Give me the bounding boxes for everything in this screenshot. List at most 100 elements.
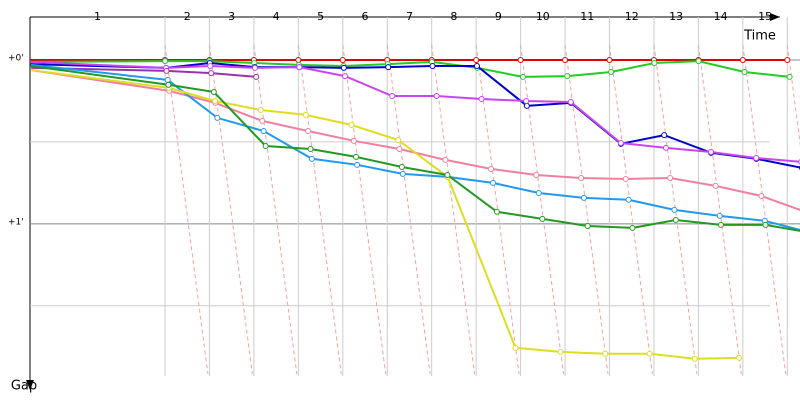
- lap-point: [608, 69, 615, 76]
- lap-point: [257, 106, 264, 113]
- lap-point: [253, 73, 260, 80]
- series-line: [31, 69, 740, 360]
- x-tick-label: 15: [758, 10, 772, 23]
- lap-point: [353, 153, 360, 160]
- x-tick-label: 6: [362, 10, 369, 23]
- lap-point: [342, 73, 349, 80]
- lap-time-line: [253, 44, 298, 375]
- lap-point: [165, 81, 172, 88]
- lap-point: [695, 58, 702, 65]
- lap-point: [208, 70, 215, 77]
- lap-point: [651, 60, 658, 67]
- series-line: [30, 61, 800, 169]
- lap-time-line: [386, 44, 431, 375]
- lap-point: [758, 192, 765, 199]
- lap-point: [493, 208, 500, 215]
- lap-point: [259, 117, 266, 124]
- lap-point: [602, 350, 609, 357]
- lap-time-line: [208, 44, 253, 375]
- lap-point: [489, 179, 496, 186]
- lap-time-line: [609, 44, 653, 375]
- lap-point: [717, 221, 724, 228]
- x-tick-label: 13: [669, 10, 683, 23]
- lap-point: [622, 176, 629, 183]
- lap-point: [580, 194, 587, 201]
- x-tick-label: 8: [450, 10, 457, 23]
- lap-point: [617, 140, 624, 147]
- lap-time-line: [742, 44, 787, 375]
- lap-point: [305, 127, 312, 134]
- lap-time-line: [564, 44, 609, 375]
- lap-point: [473, 63, 480, 70]
- lap-point: [433, 93, 440, 100]
- y-tick-label: +0': [8, 54, 24, 64]
- lap-point: [210, 88, 217, 95]
- lap-point: [539, 215, 546, 222]
- lap-point: [444, 171, 451, 178]
- lap-point: [672, 217, 679, 224]
- lap-point: [512, 344, 519, 351]
- lap-point: [661, 132, 668, 139]
- series-line: [30, 60, 790, 78]
- lap-point: [429, 63, 436, 70]
- lap-point: [578, 174, 585, 181]
- series-line: [31, 69, 800, 212]
- lap-point: [473, 57, 480, 63]
- x-tick-label: 4: [273, 10, 280, 23]
- lap-point: [307, 146, 314, 153]
- lap-point: [625, 196, 632, 203]
- lap-point: [741, 69, 748, 76]
- lap-point: [340, 64, 347, 71]
- lap-point: [716, 212, 723, 219]
- lap-time-line: [697, 44, 742, 375]
- lap-point: [262, 143, 269, 150]
- x-tick-label: 7: [406, 10, 413, 23]
- x-tick-label: 10: [536, 10, 550, 23]
- lap-point: [667, 174, 674, 181]
- lap-point: [163, 67, 170, 74]
- lap-point: [385, 64, 392, 71]
- lap-point: [523, 97, 530, 104]
- lap-point: [662, 144, 669, 151]
- lap-point: [712, 182, 719, 189]
- lap-point: [212, 97, 219, 104]
- series-line: [30, 60, 800, 163]
- lap-point: [260, 127, 267, 134]
- lap-point: [398, 164, 405, 171]
- lap-point: [646, 350, 653, 357]
- lap-point: [523, 102, 530, 109]
- series-line: [30, 63, 800, 231]
- lap-point: [442, 156, 449, 163]
- lap-point: [784, 57, 791, 63]
- x-tick-label: 1: [94, 10, 101, 23]
- lap-point: [214, 114, 221, 121]
- lap-point: [753, 155, 760, 162]
- x-tick-label: 3: [228, 10, 235, 23]
- lap-point: [488, 165, 495, 172]
- lap-point: [164, 76, 171, 83]
- lap-point: [629, 224, 636, 231]
- lap-point: [302, 111, 309, 118]
- x-tick-label: 9: [495, 10, 502, 23]
- lap-point: [478, 96, 485, 103]
- lap-point: [339, 57, 346, 63]
- lap-time-line: [475, 44, 520, 375]
- lap-time-line: [520, 44, 564, 375]
- y-axis-arrow: [26, 380, 34, 390]
- lap-point: [691, 355, 698, 362]
- lap-point: [562, 57, 569, 63]
- lap-time-line: [342, 44, 387, 375]
- lap-time-line: [431, 44, 476, 375]
- lap-point: [295, 57, 302, 63]
- lap-point: [567, 99, 574, 106]
- series-line: [30, 65, 800, 232]
- lap-point: [517, 57, 524, 63]
- lap-point: [736, 354, 743, 361]
- y-tick-label: +1': [8, 217, 24, 227]
- lap-time-line: [164, 44, 209, 375]
- lap-point: [739, 57, 746, 63]
- lap-time-line: [653, 44, 698, 375]
- lap-point: [707, 149, 714, 156]
- lap-point: [786, 73, 793, 80]
